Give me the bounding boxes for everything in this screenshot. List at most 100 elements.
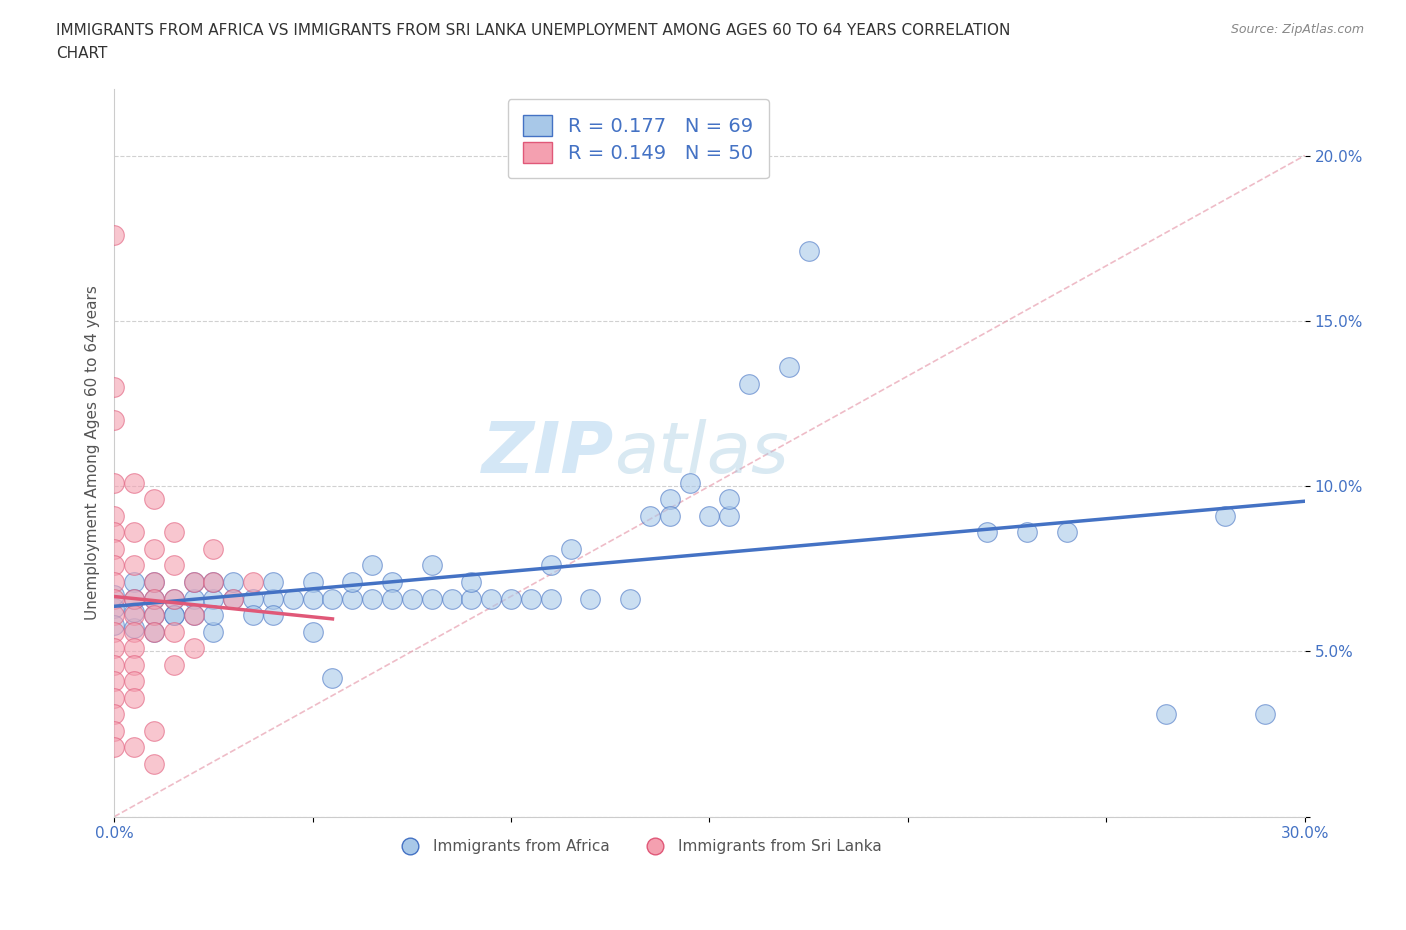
- Point: [778, 360, 800, 375]
- Point: [460, 575, 482, 590]
- Point: [183, 591, 205, 606]
- Point: [202, 591, 225, 606]
- Point: [163, 658, 186, 672]
- Point: [183, 607, 205, 622]
- Point: [381, 591, 404, 606]
- Point: [540, 558, 562, 573]
- Point: [122, 591, 145, 606]
- Point: [103, 740, 125, 755]
- Point: [103, 475, 125, 490]
- Point: [103, 641, 125, 656]
- Point: [202, 575, 225, 590]
- Point: [122, 673, 145, 688]
- Point: [222, 575, 245, 590]
- Point: [103, 607, 125, 622]
- Point: [202, 541, 225, 556]
- Point: [718, 509, 741, 524]
- Point: [103, 591, 125, 606]
- Point: [103, 601, 125, 616]
- Point: [122, 475, 145, 490]
- Point: [122, 591, 145, 606]
- Point: [342, 575, 364, 590]
- Point: [242, 575, 264, 590]
- Point: [122, 575, 145, 590]
- Point: [579, 591, 602, 606]
- Point: [262, 575, 284, 590]
- Point: [381, 575, 404, 590]
- Point: [183, 575, 205, 590]
- Point: [183, 575, 205, 590]
- Point: [797, 244, 820, 259]
- Point: [619, 591, 641, 606]
- Point: [242, 591, 264, 606]
- Point: [163, 607, 186, 622]
- Point: [420, 558, 443, 573]
- Text: IMMIGRANTS FROM AFRICA VS IMMIGRANTS FROM SRI LANKA UNEMPLOYMENT AMONG AGES 60 T: IMMIGRANTS FROM AFRICA VS IMMIGRANTS FRO…: [56, 23, 1011, 38]
- Point: [460, 591, 482, 606]
- Point: [321, 591, 343, 606]
- Point: [163, 624, 186, 639]
- Point: [103, 724, 125, 738]
- Point: [242, 607, 264, 622]
- Point: [122, 525, 145, 539]
- Point: [103, 228, 125, 243]
- Point: [222, 591, 245, 606]
- Legend: Immigrants from Africa, Immigrants from Sri Lanka: Immigrants from Africa, Immigrants from …: [388, 832, 887, 860]
- Point: [142, 591, 165, 606]
- Point: [183, 641, 205, 656]
- Point: [142, 575, 165, 590]
- Point: [103, 379, 125, 394]
- Point: [142, 607, 165, 622]
- Point: [163, 591, 186, 606]
- Point: [103, 618, 125, 632]
- Point: [1215, 509, 1237, 524]
- Point: [183, 607, 205, 622]
- Point: [202, 575, 225, 590]
- Point: [202, 624, 225, 639]
- Point: [122, 641, 145, 656]
- Point: [142, 624, 165, 639]
- Text: CHART: CHART: [56, 46, 108, 61]
- Point: [1254, 707, 1277, 722]
- Point: [718, 492, 741, 507]
- Point: [122, 621, 145, 636]
- Point: [1015, 525, 1038, 539]
- Point: [163, 525, 186, 539]
- Text: Source: ZipAtlas.com: Source: ZipAtlas.com: [1230, 23, 1364, 36]
- Point: [658, 509, 681, 524]
- Point: [122, 658, 145, 672]
- Point: [103, 658, 125, 672]
- Point: [142, 591, 165, 606]
- Point: [202, 607, 225, 622]
- Point: [222, 591, 245, 606]
- Point: [103, 541, 125, 556]
- Point: [122, 740, 145, 755]
- Point: [142, 624, 165, 639]
- Point: [738, 377, 761, 392]
- Point: [342, 591, 364, 606]
- Point: [1056, 525, 1078, 539]
- Point: [103, 558, 125, 573]
- Text: atlas: atlas: [614, 418, 789, 487]
- Point: [142, 541, 165, 556]
- Point: [163, 591, 186, 606]
- Point: [638, 509, 661, 524]
- Point: [678, 475, 700, 490]
- Point: [163, 558, 186, 573]
- Point: [122, 558, 145, 573]
- Point: [520, 591, 543, 606]
- Point: [142, 607, 165, 622]
- Point: [301, 575, 323, 590]
- Point: [301, 591, 323, 606]
- Point: [560, 541, 582, 556]
- Point: [103, 525, 125, 539]
- Point: [122, 624, 145, 639]
- Point: [361, 558, 384, 573]
- Point: [401, 591, 423, 606]
- Point: [321, 671, 343, 685]
- Text: ZIP: ZIP: [482, 418, 614, 487]
- Point: [122, 604, 145, 619]
- Y-axis label: Unemployment Among Ages 60 to 64 years: Unemployment Among Ages 60 to 64 years: [86, 286, 100, 620]
- Point: [142, 756, 165, 771]
- Point: [440, 591, 463, 606]
